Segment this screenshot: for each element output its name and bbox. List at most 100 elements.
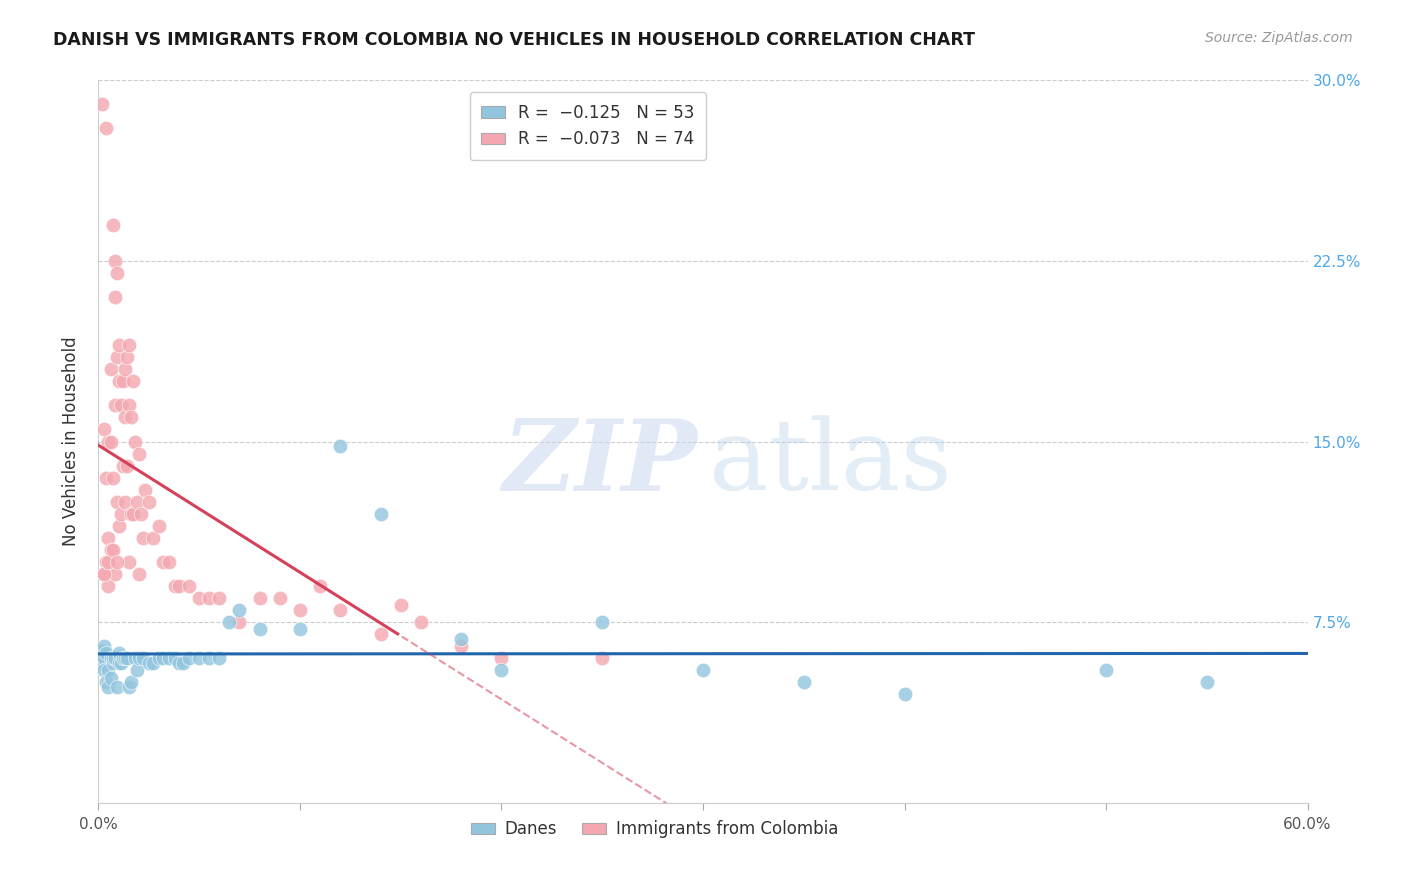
- Point: [138, 494, 160, 508]
- Point: [208, 591, 231, 605]
- Point: [288, 623, 311, 637]
- Point: [97, 664, 120, 678]
- Point: [450, 639, 472, 653]
- Point: [329, 603, 352, 617]
- Point: [138, 656, 160, 670]
- Point: [118, 555, 141, 569]
- Point: [132, 531, 155, 545]
- Point: [134, 483, 156, 497]
- Point: [111, 651, 134, 665]
- Point: [125, 664, 148, 678]
- Point: [591, 615, 613, 630]
- Point: [142, 656, 165, 670]
- Text: DANISH VS IMMIGRANTS FROM COLOMBIA NO VEHICLES IN HOUSEHOLD CORRELATION CHART: DANISH VS IMMIGRANTS FROM COLOMBIA NO VE…: [53, 31, 976, 49]
- Point: [93, 422, 115, 436]
- Point: [450, 632, 472, 646]
- Point: [107, 518, 129, 533]
- Point: [100, 542, 122, 557]
- Point: [132, 651, 155, 665]
- Point: [103, 651, 125, 665]
- Point: [114, 651, 136, 665]
- Point: [893, 687, 915, 701]
- Point: [115, 350, 138, 364]
- Point: [793, 675, 815, 690]
- Point: [269, 591, 291, 605]
- Point: [389, 599, 412, 613]
- Point: [93, 567, 115, 582]
- Point: [107, 338, 129, 352]
- Point: [152, 555, 174, 569]
- Point: [121, 374, 143, 388]
- Point: [93, 639, 115, 653]
- Point: [249, 623, 271, 637]
- Point: [100, 362, 122, 376]
- Point: [491, 651, 513, 665]
- Point: [96, 555, 118, 569]
- Point: [97, 434, 120, 449]
- Point: [152, 651, 174, 665]
- Text: Source: ZipAtlas.com: Source: ZipAtlas.com: [1205, 31, 1353, 45]
- Point: [370, 627, 392, 641]
- Point: [198, 591, 221, 605]
- Point: [105, 555, 128, 569]
- Point: [101, 651, 124, 665]
- Point: [105, 350, 128, 364]
- Point: [129, 507, 152, 521]
- Text: atlas: atlas: [709, 416, 952, 511]
- Point: [118, 680, 141, 694]
- Point: [128, 651, 150, 665]
- Point: [103, 253, 125, 268]
- Point: [128, 446, 150, 460]
- Point: [172, 656, 194, 670]
- Point: [148, 518, 170, 533]
- Point: [120, 410, 142, 425]
- Text: ZIP: ZIP: [502, 415, 697, 511]
- Point: [249, 591, 271, 605]
- Point: [167, 656, 190, 670]
- Point: [114, 410, 136, 425]
- Point: [101, 218, 124, 232]
- Point: [100, 651, 122, 665]
- Point: [329, 439, 352, 453]
- Point: [91, 656, 114, 670]
- Point: [101, 542, 124, 557]
- Point: [118, 398, 141, 412]
- Point: [228, 615, 250, 630]
- Point: [115, 458, 138, 473]
- Point: [591, 651, 613, 665]
- Point: [93, 651, 115, 665]
- Point: [103, 290, 125, 304]
- Point: [491, 664, 513, 678]
- Point: [124, 434, 146, 449]
- Point: [105, 680, 128, 694]
- Point: [208, 651, 231, 665]
- Point: [128, 567, 150, 582]
- Point: [103, 398, 125, 412]
- Point: [100, 671, 122, 685]
- Point: [110, 656, 132, 670]
- Point: [179, 651, 201, 665]
- Point: [157, 555, 180, 569]
- Point: [96, 470, 118, 484]
- Point: [91, 97, 114, 112]
- Point: [188, 591, 211, 605]
- Point: [114, 362, 136, 376]
- Point: [107, 647, 129, 661]
- Point: [101, 470, 124, 484]
- Point: [93, 567, 115, 582]
- Point: [118, 338, 141, 352]
- Point: [148, 651, 170, 665]
- Point: [228, 603, 250, 617]
- Point: [142, 531, 165, 545]
- Point: [198, 651, 221, 665]
- Point: [309, 579, 332, 593]
- Point: [96, 675, 118, 690]
- Point: [96, 647, 118, 661]
- Point: [179, 579, 201, 593]
- Point: [114, 494, 136, 508]
- Point: [692, 664, 714, 678]
- Point: [124, 651, 146, 665]
- Point: [121, 507, 143, 521]
- Point: [91, 644, 114, 658]
- Point: [110, 398, 132, 412]
